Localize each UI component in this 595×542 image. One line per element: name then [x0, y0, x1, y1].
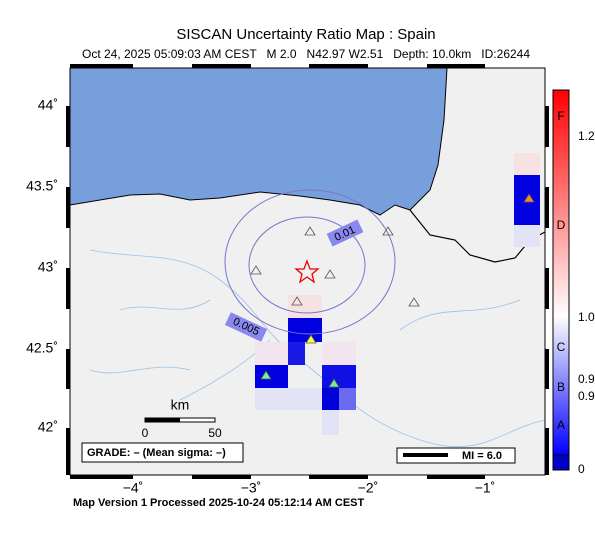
- lat-label: 42˚: [38, 419, 58, 435]
- lon-label: −1˚: [475, 480, 496, 496]
- subtitle: Oct 24, 2025 05:09:03 AM CEST M 2.0 N42.…: [82, 47, 530, 61]
- stations: [250, 193, 535, 388]
- grade: GRADE: – (Mean sigma: –): [87, 447, 226, 459]
- lat-label: 43.5˚: [26, 178, 58, 194]
- colorbar-tick: 0.9: [578, 389, 595, 403]
- contour-label-box: [224, 312, 268, 342]
- lon-label: −2˚: [358, 480, 379, 496]
- colorbar-zero: [552, 454, 570, 471]
- map-area: 0.01 0.005: [70, 68, 545, 475]
- lon-label: −4˚: [123, 480, 144, 496]
- epicenter: [294, 259, 320, 284]
- legend-label: MI = 6.0: [462, 450, 502, 462]
- grade-letter: A: [557, 418, 565, 432]
- cells: [255, 153, 540, 435]
- grade-letter: F: [557, 109, 564, 123]
- colorbar-tick: 1.2: [578, 129, 595, 143]
- grade-letter: B: [557, 380, 565, 394]
- colorbar: [552, 89, 570, 456]
- sea: [70, 68, 448, 216]
- scale-tick: 0: [142, 426, 149, 440]
- lat-label: 44˚: [38, 97, 58, 113]
- scale-tick: 50: [208, 426, 222, 440]
- lat-label: 43˚: [38, 259, 58, 275]
- scale-bar-fill: [145, 418, 180, 422]
- contour-label-box: [326, 219, 364, 247]
- colorbar-tick: 0: [578, 462, 585, 476]
- grade-box: [81, 442, 244, 463]
- footer: Map Version 1 Processed 2025-10-24 05:12…: [73, 497, 365, 509]
- colorbar-tick: 0.9: [578, 372, 595, 386]
- title: SISCAN Uncertainty Ratio Map : Spain: [176, 26, 435, 43]
- grade-letter: C: [557, 340, 566, 354]
- grade-letter: D: [557, 218, 566, 232]
- contours: [224, 189, 396, 335]
- legend-box: [396, 447, 516, 464]
- lon-label: −3˚: [241, 480, 262, 496]
- colorbar-tick: 1.0: [578, 310, 595, 324]
- frame-ticks: [66, 64, 549, 479]
- lat-label: 42.5˚: [26, 340, 58, 356]
- scale-unit: km: [171, 397, 190, 413]
